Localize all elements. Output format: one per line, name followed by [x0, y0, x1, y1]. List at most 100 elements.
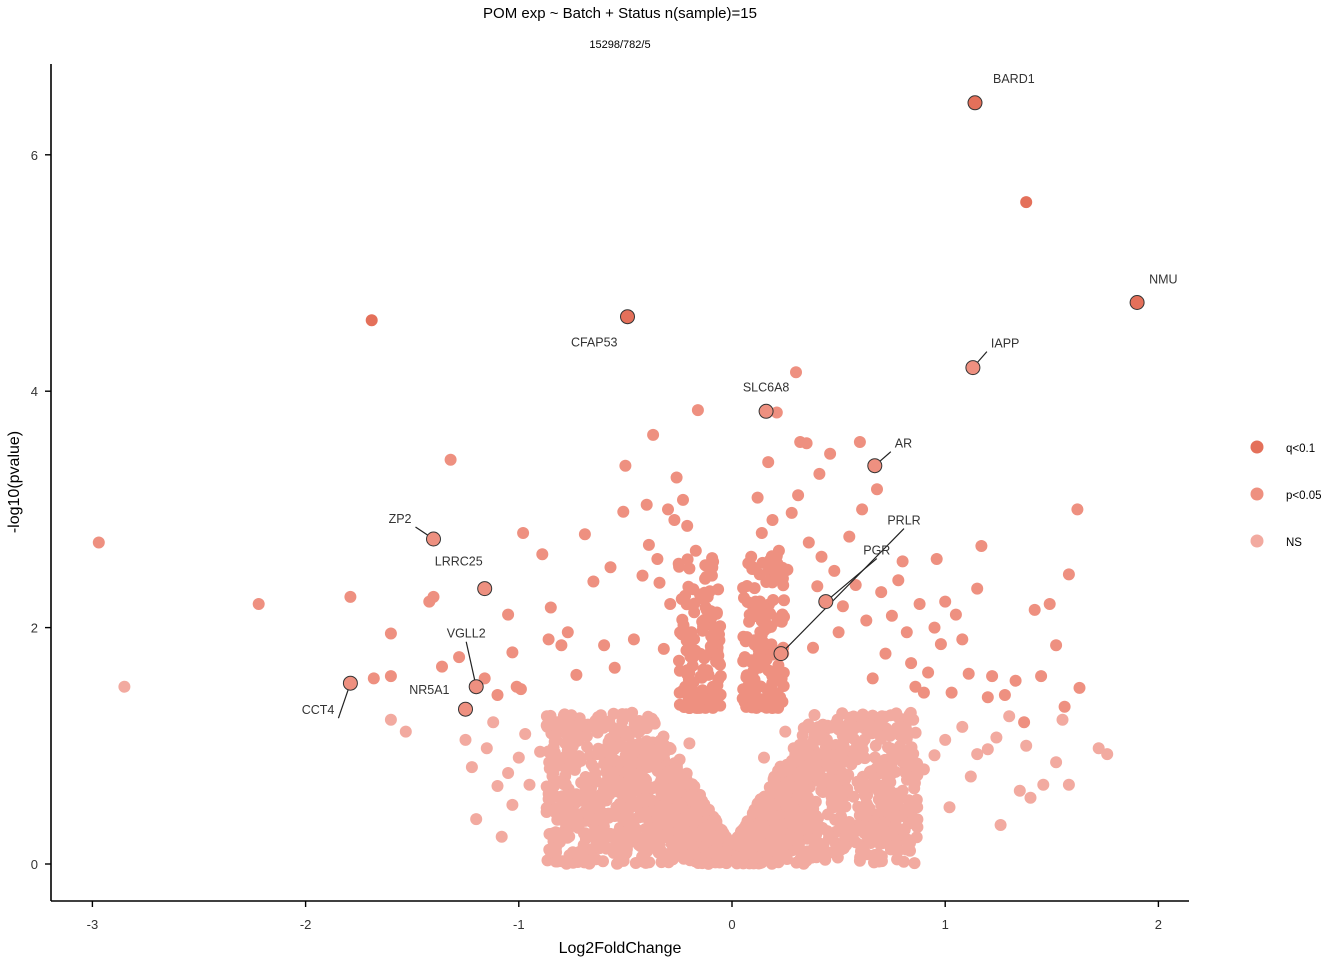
labeled-point — [458, 701, 473, 717]
ns-point — [886, 842, 899, 855]
ns-point — [575, 792, 588, 805]
ns-point — [807, 843, 820, 856]
point-NS — [118, 680, 131, 693]
ns-point — [693, 830, 706, 842]
point-p005 — [672, 557, 685, 570]
y-tick-label: 2 — [31, 621, 38, 636]
point-p005 — [849, 579, 862, 591]
p005-point — [688, 606, 701, 619]
ns-point — [617, 802, 630, 815]
ns-point — [911, 821, 924, 834]
point-NS — [956, 720, 969, 733]
p005-point — [771, 557, 784, 570]
point-p005 — [811, 580, 824, 593]
point-p005 — [738, 651, 751, 664]
point-p005 — [745, 550, 758, 563]
p005-point — [777, 579, 790, 592]
ns-point — [559, 778, 572, 791]
labeled-point — [426, 531, 441, 547]
point-NS — [480, 742, 493, 755]
point-p005 — [860, 614, 873, 627]
ns-point — [854, 738, 866, 751]
point-p005 — [653, 576, 666, 589]
ns-point — [649, 805, 662, 818]
point-NS — [598, 757, 611, 770]
point-p005 — [824, 447, 837, 460]
ns-point — [808, 709, 821, 721]
ns-point — [777, 818, 789, 831]
ns-point — [655, 848, 668, 861]
ns-point — [548, 735, 561, 748]
point-p005 — [790, 366, 802, 379]
point-p005 — [815, 550, 828, 563]
gene-label: SLC6A8 — [743, 380, 790, 394]
point-NS — [502, 767, 515, 779]
point-p005 — [570, 668, 583, 681]
point-p005 — [627, 633, 640, 646]
point-p005 — [917, 686, 930, 699]
point-NS — [1020, 739, 1033, 752]
point-p005 — [753, 568, 766, 581]
ns-point — [608, 810, 621, 822]
ns-point — [826, 831, 838, 844]
ns-point — [841, 782, 854, 795]
point-p005 — [427, 590, 440, 603]
p005-point — [686, 688, 699, 701]
point-NS — [487, 716, 500, 729]
ns-point — [777, 765, 790, 778]
point-p005 — [436, 660, 448, 673]
point-p005 — [1018, 716, 1031, 729]
point-p005 — [544, 601, 557, 614]
p005-point — [705, 562, 718, 575]
ns-point — [793, 783, 806, 796]
ns-point — [739, 848, 752, 861]
labeled-point — [1129, 295, 1145, 310]
point-p005 — [939, 595, 952, 608]
ns-point — [620, 708, 633, 721]
point-p005 — [1043, 598, 1056, 610]
ns-point — [691, 813, 704, 826]
p005-point — [778, 594, 790, 607]
point-p005 — [670, 471, 683, 484]
ns-point — [748, 852, 761, 864]
point-p005 — [766, 514, 779, 526]
x-tick-label: -1 — [513, 917, 525, 932]
ns-point — [771, 853, 784, 866]
point-NS — [971, 748, 984, 761]
ns-point — [619, 814, 632, 827]
y-tick-label: 6 — [31, 148, 38, 163]
ns-point — [768, 770, 781, 783]
p005-point — [756, 653, 769, 666]
point-p005 — [619, 459, 632, 472]
ns-point — [815, 784, 828, 797]
p005-point — [676, 613, 689, 626]
ns-point — [824, 721, 837, 734]
ns-point — [873, 837, 886, 850]
p005-point — [772, 674, 785, 687]
point-NS — [1101, 748, 1114, 761]
point-NS — [964, 770, 977, 783]
p005-point — [767, 594, 780, 606]
ns-point — [597, 778, 610, 791]
ns-point — [812, 748, 825, 761]
legend: q<0.1 p<0.05 NS — [1250, 440, 1322, 549]
point-p005 — [813, 467, 826, 480]
point-NS — [1037, 778, 1050, 791]
ns-point — [692, 857, 705, 869]
p005-point — [766, 576, 779, 589]
ns-point — [903, 802, 916, 815]
ns-point — [589, 853, 602, 866]
point-p005 — [934, 638, 947, 651]
ns-point — [573, 852, 586, 865]
ns-point — [730, 838, 743, 851]
point-p005 — [832, 626, 845, 639]
point-p005 — [711, 692, 724, 705]
ns-point — [608, 785, 621, 798]
point-p005 — [751, 491, 764, 504]
point-p005 — [700, 570, 713, 583]
ns-point — [894, 720, 907, 733]
x-ticks: -3 -2 -1 0 1 2 — [87, 901, 1162, 932]
point-p005 — [755, 527, 768, 539]
point-p005 — [598, 639, 611, 652]
ns-point — [861, 831, 874, 844]
